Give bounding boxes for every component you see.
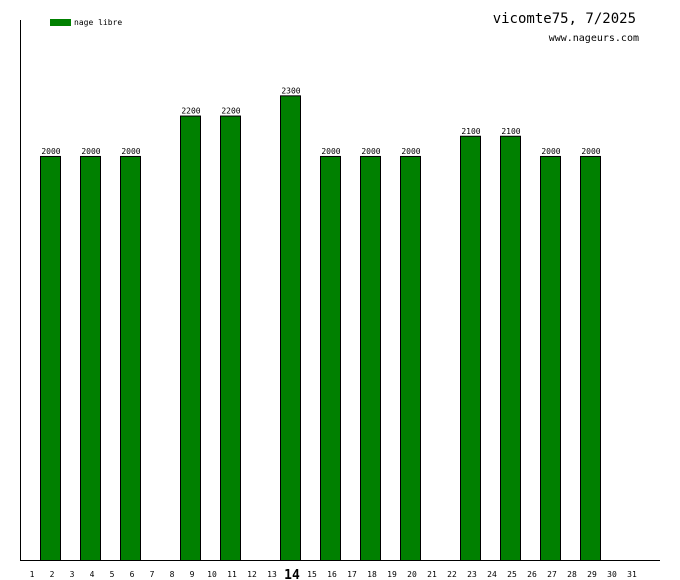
bar-day-25 bbox=[500, 135, 521, 561]
x-tick-label: 3 bbox=[70, 570, 75, 579]
x-tick-label: 10 bbox=[207, 570, 217, 579]
x-tick-label: 25 bbox=[507, 570, 517, 579]
chart-subtitle: www.nageurs.com bbox=[549, 33, 639, 44]
x-tick-label: 12 bbox=[247, 570, 257, 579]
bar-day-14 bbox=[280, 95, 301, 561]
x-tick-label: 31 bbox=[627, 570, 637, 579]
legend-swatch bbox=[50, 19, 71, 26]
bar-value-label: 2000 bbox=[541, 147, 560, 156]
x-tick-label: 20 bbox=[407, 570, 417, 579]
x-tick-label: 24 bbox=[487, 570, 497, 579]
bar-value-label: 2200 bbox=[221, 107, 240, 116]
x-tick-label: 4 bbox=[90, 570, 95, 579]
x-tick-label: 8 bbox=[170, 570, 175, 579]
bar-day-20 bbox=[400, 155, 421, 561]
x-tick-label: 5 bbox=[110, 570, 115, 579]
x-tick-label: 27 bbox=[547, 570, 557, 579]
bar-value-label: 2100 bbox=[501, 127, 520, 136]
x-tick-label: 30 bbox=[607, 570, 617, 579]
bar-value-label: 2000 bbox=[121, 147, 140, 156]
bar-day-9 bbox=[180, 115, 201, 562]
x-tick-label: 16 bbox=[327, 570, 337, 579]
x-tick-label: 17 bbox=[347, 570, 357, 579]
x-tick-label: 19 bbox=[387, 570, 397, 579]
bar-value-label: 2000 bbox=[401, 147, 420, 156]
x-tick-label: 2 bbox=[50, 570, 55, 579]
x-tick-label: 29 bbox=[587, 570, 597, 579]
x-tick-label: 21 bbox=[427, 570, 437, 579]
x-tick-label: 15 bbox=[307, 570, 317, 579]
x-tick-label: 6 bbox=[130, 570, 135, 579]
x-tick-label: 1 bbox=[30, 570, 35, 579]
x-tick-label: 9 bbox=[190, 570, 195, 579]
x-tick-label: 18 bbox=[367, 570, 377, 579]
bar-day-16 bbox=[320, 155, 341, 561]
x-tick-label: 26 bbox=[527, 570, 537, 579]
x-tick-label: 28 bbox=[567, 570, 577, 579]
legend-label: nage libre bbox=[74, 18, 122, 27]
x-tick-label: 22 bbox=[447, 570, 457, 579]
bar-day-29 bbox=[580, 155, 601, 561]
chart-title: vicomte75, 7/2025 bbox=[493, 11, 636, 27]
x-tick-label: 11 bbox=[227, 570, 237, 579]
bar-day-18 bbox=[360, 155, 381, 561]
x-tick-label: 13 bbox=[267, 570, 277, 579]
bar-day-27 bbox=[540, 155, 561, 561]
bar-value-label: 2100 bbox=[461, 127, 480, 136]
bar-value-label: 2000 bbox=[321, 147, 340, 156]
bar-value-label: 2000 bbox=[41, 147, 60, 156]
bar-day-4 bbox=[80, 155, 101, 561]
bar-day-11 bbox=[220, 115, 241, 562]
bar-value-label: 2300 bbox=[281, 86, 300, 95]
bar-value-label: 2000 bbox=[581, 147, 600, 156]
bar-day-6 bbox=[120, 155, 141, 561]
bar-value-label: 2000 bbox=[361, 147, 380, 156]
bar-day-2 bbox=[40, 155, 61, 561]
x-tick-label: 23 bbox=[467, 570, 477, 579]
bar-value-label: 2200 bbox=[181, 107, 200, 116]
bar-day-23 bbox=[460, 135, 481, 561]
bar-value-label: 2000 bbox=[81, 147, 100, 156]
x-tick-label: 7 bbox=[150, 570, 155, 579]
x-tick-label: 14 bbox=[284, 568, 300, 580]
